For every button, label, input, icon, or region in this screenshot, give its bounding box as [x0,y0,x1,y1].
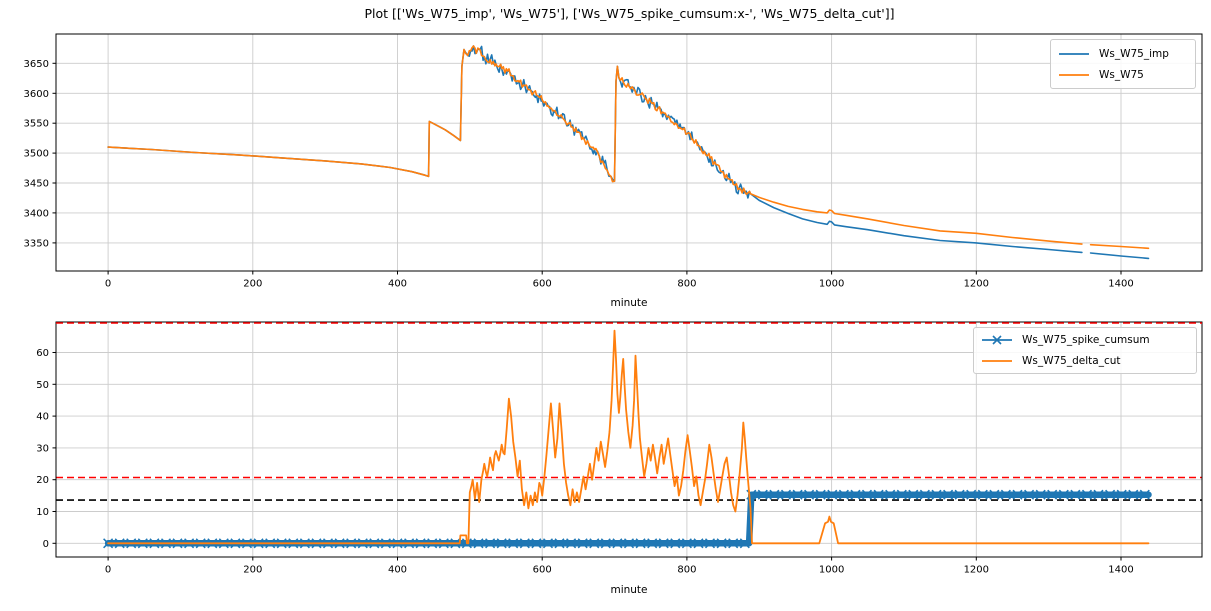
svg-text:0: 0 [43,539,49,550]
top-xaxis-label: minute [610,297,648,309]
series-ws-w75 [107,45,1150,250]
line-sample-icon [1059,73,1089,76]
legend-label: Ws_W75_imp [1099,47,1169,60]
line-x-marker-sample-icon [982,335,1012,345]
svg-text:1000: 1000 [819,565,844,576]
top-legend: Ws_W75_imp Ws_W75 [1050,39,1196,89]
legend-entry-ws-w75-imp: Ws_W75_imp [1057,43,1189,64]
tick-labels: 0 200 400 600 800 1000 1200 1400 3350 3400 3450 350… [24,59,1134,290]
svg-text:3600: 3600 [24,89,49,100]
svg-text:1000: 1000 [819,279,844,290]
legend-entry-ws-w75: Ws_W75 [1057,64,1189,85]
svg-text:200: 200 [243,565,262,576]
svg-text:3650: 3650 [24,59,49,70]
tick-labels: 0 200 400 600 800 1000 1200 1400 0 10 20 30 40 50 60 [36,348,1133,576]
svg-text:3350: 3350 [24,238,49,249]
axes-frame [55,321,1203,558]
bottom-xaxis-label: minute [610,584,648,596]
threshold-lines [56,476,1202,501]
svg-text:3400: 3400 [24,208,49,219]
line-sample-icon [1059,52,1089,55]
svg-text:600: 600 [533,565,552,576]
series-ws-w75-spike-cumsum [103,489,1152,549]
svg-text:1400: 1400 [1108,279,1133,290]
legend-entry-delta-cut: Ws_W75_delta_cut [980,351,1190,372]
legend-label: Ws_W75 [1099,68,1144,81]
svg-text:50: 50 [36,380,49,391]
legend-label: Ws_W75_delta_cut [1022,354,1121,367]
svg-text:200: 200 [243,279,262,290]
grid [56,34,1202,271]
legend-label: Ws_W75_spike_cumsum [1022,334,1150,347]
svg-text:10: 10 [36,507,49,518]
axes-frame [55,33,1203,272]
legend-entry-spike-cumsum: Ws_W75_spike_cumsum [980,330,1190,351]
svg-text:30: 30 [36,443,49,454]
line-sample-icon [982,359,1012,362]
svg-text:600: 600 [533,279,552,290]
bottom-axes: 0 200 400 600 800 1000 1200 1400 0 10 20 30 40 50 60 [36,321,1203,576]
svg-text:1400: 1400 [1108,565,1133,576]
svg-text:40: 40 [36,412,49,423]
svg-text:400: 400 [388,565,407,576]
figure-title: Plot [['Ws_W75_imp', 'Ws_W75'], ['Ws_W75… [364,6,895,21]
svg-text:1200: 1200 [964,279,989,290]
svg-text:3450: 3450 [24,179,49,190]
svg-text:800: 800 [677,565,696,576]
svg-text:20: 20 [36,475,49,486]
svg-text:800: 800 [677,279,696,290]
svg-text:60: 60 [36,348,49,359]
top-axes: 0 200 400 600 800 1000 1200 1400 3350 3400 3450 350… [24,33,1203,290]
svg-text:400: 400 [388,279,407,290]
series-ws-w75-delta-cut [107,329,1150,545]
svg-text:3550: 3550 [24,119,49,130]
svg-text:0: 0 [105,279,111,290]
svg-text:0: 0 [105,565,111,576]
series-ws-w75-imp [107,45,1150,260]
bottom-legend: Ws_W75_spike_cumsum Ws_W75_delta_cut [973,327,1197,374]
svg-text:1200: 1200 [964,565,989,576]
svg-text:3500: 3500 [24,149,49,160]
